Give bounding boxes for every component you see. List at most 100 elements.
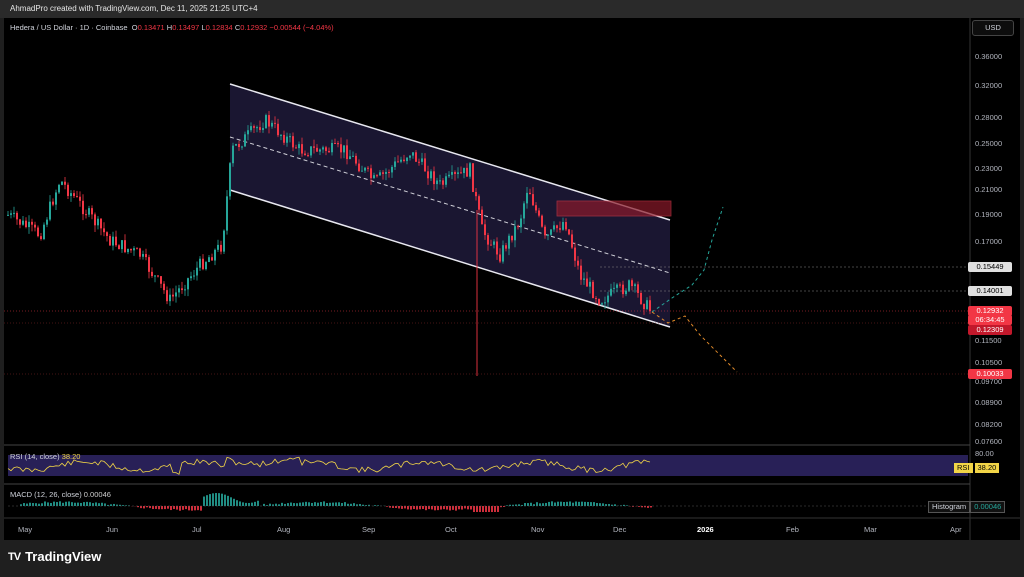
candle-body — [31, 221, 33, 225]
candle-body — [250, 126, 252, 131]
macd-histogram-bar — [398, 506, 400, 509]
time-label: Dec — [613, 525, 627, 534]
macd-histogram-bar — [314, 502, 316, 506]
macd-histogram-bar — [272, 504, 274, 506]
candle-body — [634, 284, 636, 287]
macd-histogram-bar — [176, 506, 178, 510]
macd-histogram-bar — [326, 503, 328, 506]
chart-frame[interactable] — [4, 18, 1020, 540]
candle-body — [541, 215, 543, 227]
candle-body — [346, 145, 348, 160]
macd-histogram-bar — [56, 502, 58, 506]
candle-body — [325, 147, 327, 151]
candle-body — [355, 155, 357, 164]
candle-body — [145, 254, 147, 258]
candle-body — [487, 235, 489, 245]
macd-histogram-bar — [524, 502, 526, 506]
candle-body — [553, 225, 555, 230]
macd-histogram-bar — [587, 501, 589, 506]
candle-body — [514, 226, 516, 241]
macd-histogram-bar — [506, 505, 508, 506]
macd-histogram-bar — [518, 504, 520, 506]
candle-body — [238, 143, 240, 148]
tradingview-brand[interactable]: TV TradingView — [8, 549, 101, 564]
candle-body — [424, 158, 426, 172]
candle-body — [430, 171, 432, 179]
candle-body — [361, 170, 363, 172]
macd-histogram-bar — [557, 501, 559, 506]
candle-body — [10, 213, 12, 215]
channel-upper-line — [229, 83, 671, 221]
macd-histogram-bar — [263, 503, 265, 506]
macd-histogram-bar — [647, 506, 649, 508]
candle-body — [352, 155, 354, 157]
macd-histogram-bar — [95, 502, 97, 506]
candle-body — [187, 278, 189, 290]
high-value: 0.13497 — [172, 23, 200, 32]
macd-histogram-bar — [548, 501, 550, 506]
currency-button[interactable]: USD — [972, 20, 1014, 36]
price-tick: 0.08900 — [975, 398, 1003, 407]
candle-body — [511, 235, 513, 241]
candle-body — [313, 146, 315, 148]
macd-histogram-bar — [599, 503, 601, 506]
candle-body — [169, 294, 171, 302]
candle-body — [166, 290, 168, 302]
candle-body — [382, 172, 384, 174]
price-tick: 0.17000 — [975, 237, 1003, 246]
candle-body — [349, 156, 351, 160]
candle-body — [151, 271, 153, 277]
support-price-tag[interactable]: 0.12309 — [968, 325, 1012, 335]
macd-histogram-bar — [41, 503, 43, 506]
candle-body — [52, 201, 54, 205]
candle-body — [496, 241, 498, 255]
macd-histogram-bar — [500, 506, 502, 508]
candle-body — [403, 159, 405, 162]
candle-body — [133, 248, 135, 251]
low-price-tag[interactable]: 0.10033 — [968, 369, 1012, 379]
price-tick: 0.25000 — [975, 139, 1003, 148]
macd-histogram-bar — [104, 503, 106, 506]
macd-histogram-bar — [365, 505, 367, 506]
candle-body — [301, 144, 303, 154]
macd-histogram-bar — [296, 503, 298, 506]
candle-body — [448, 174, 450, 177]
symbol-legend: Hedera / US Dollar · 1D · Coinbase O0.13… — [10, 23, 334, 32]
macd-histogram-bar — [608, 503, 610, 506]
macd-histogram-bar — [512, 504, 514, 506]
candle-body — [529, 192, 531, 195]
macd-histogram-bar — [38, 503, 40, 506]
macd-histogram-bar — [605, 504, 607, 506]
macd-histogram-bar — [527, 503, 529, 506]
change-value: −0.00544 (−4.04%) — [269, 23, 334, 32]
candle-body — [373, 175, 375, 179]
candle-body — [46, 219, 48, 225]
candle-body — [409, 155, 411, 158]
resistance-price-tag[interactable]: 0.15449 — [968, 262, 1012, 272]
candle-body — [484, 224, 486, 236]
candle-body — [607, 295, 609, 303]
macd-histogram-bar — [437, 506, 439, 511]
macd-histogram-bar — [290, 502, 292, 506]
macd-histogram-bar — [146, 506, 148, 508]
current-price-tag[interactable]: 0.12932 — [968, 306, 1012, 316]
candle-body — [184, 289, 186, 291]
macd-histogram-bar — [293, 503, 295, 506]
candle-body — [538, 210, 540, 216]
candle-body — [613, 287, 615, 289]
level-price-tag[interactable]: 0.14001 — [968, 286, 1012, 296]
candle-body — [457, 172, 459, 174]
candle-body — [493, 241, 495, 245]
macd-histogram-bar — [197, 506, 199, 511]
candle-body — [322, 147, 324, 150]
macd-histogram-bar — [476, 506, 478, 512]
candle-body — [469, 163, 471, 177]
macd-histogram-bar — [227, 495, 229, 506]
macd-histogram-bar — [182, 506, 184, 510]
candle-body — [61, 181, 63, 185]
candle-body — [22, 220, 24, 225]
macd-histogram-bar — [449, 506, 451, 511]
candle-body — [160, 276, 162, 284]
macd-histogram-bar — [47, 502, 49, 506]
